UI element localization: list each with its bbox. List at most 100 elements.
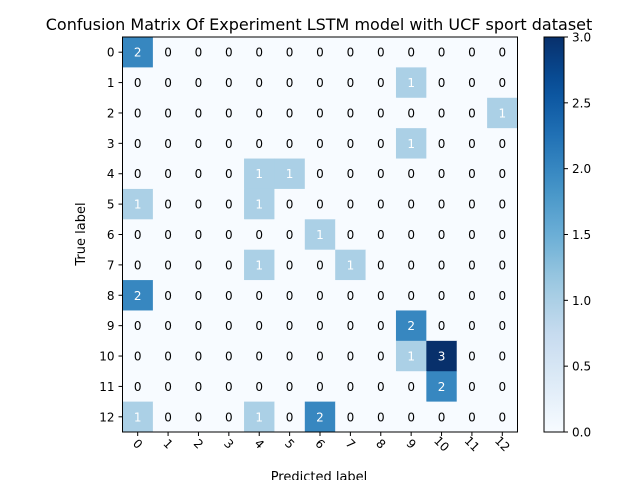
heatmap-cell [335,280,367,311]
heatmap-cell [122,371,154,403]
heatmap-cell [426,37,458,68]
cell-value-label: 0 [468,380,476,394]
cell-value-label: 0 [438,76,446,90]
cell-value-label: 0 [377,106,385,120]
cell-value-label: 0 [438,46,446,60]
cell-value-label: 0 [286,46,294,60]
y-tick-label: 0 [107,46,115,60]
cell-value-label: 0 [498,46,506,60]
cell-value-label: 1 [316,228,324,242]
cell-value-label: 0 [468,289,476,303]
cell-value-label: 0 [255,137,263,151]
cell-value-label: 0 [225,228,233,242]
heatmap-cell [274,97,306,129]
cell-value-label: 0 [316,350,324,364]
heatmap-cell [304,97,336,129]
cell-value-label: 0 [134,319,142,333]
heatmap-cell [456,371,488,403]
heatmap-cell [487,67,518,99]
heatmap-cell [274,37,306,68]
cell-value-label: 0 [377,76,385,90]
cell-value-label: 1 [255,258,263,272]
heatmap-cell [487,37,518,68]
cell-value-label: 0 [164,46,172,60]
cell-value-label: 0 [286,76,294,90]
cell-value-label: 0 [195,46,203,60]
heatmap-cell [335,219,367,251]
cell-value-label: 0 [134,167,142,181]
cell-value-label: 0 [407,198,415,212]
cell-value-label: 0 [316,76,324,90]
heatmap-cell [244,371,275,403]
heatmap-cell [213,188,245,220]
y-tick-label: 8 [107,289,115,303]
cell-value-label: 1 [407,76,415,90]
cell-value-label: 0 [195,198,203,212]
heatmap-cell [152,310,184,342]
x-tick-label: 8 [373,436,388,451]
cell-value-label: 0 [225,76,233,90]
heatmap-cell [274,158,306,190]
heatmap-cell [183,310,215,342]
x-tick-label: 9 [404,436,419,451]
heatmap-cell [152,371,184,403]
heatmap-cell [456,188,488,220]
heatmap-cell [365,280,397,311]
heatmap-cell [426,280,458,311]
cell-value-label: 0 [347,289,355,303]
heatmap-cell [395,401,427,433]
heatmap-cell [335,37,367,68]
cell-value-label: 0 [438,258,446,272]
x-tick-label: 0 [130,436,145,451]
heatmap-cell [122,401,154,433]
cell-value-label: 0 [164,319,172,333]
heatmap-cell [395,249,427,281]
heatmap-cell [122,67,154,99]
cell-value-label: 0 [316,258,324,272]
heatmap-cell [152,37,184,68]
cell-value-label: 0 [468,350,476,364]
cell-value-label: 0 [498,289,506,303]
cell-value-label: 0 [377,350,385,364]
heatmap-cell [365,37,397,68]
cell-value-label: 0 [195,258,203,272]
heatmap-cell [304,128,336,160]
cell-value-label: 0 [438,167,446,181]
colorbar-gradient [543,36,565,433]
cell-value-label: 0 [134,137,142,151]
y-tick-label: 3 [107,137,115,151]
cell-value-label: 0 [255,46,263,60]
cell-value-label: 2 [134,289,142,303]
heatmap-cell [395,37,427,68]
cell-value-label: 0 [164,106,172,120]
heatmap-cell [152,128,184,160]
cell-value-label: 0 [347,76,355,90]
heatmap-cell [274,401,306,433]
cell-value-label: 0 [498,258,506,272]
heatmap-cell [304,371,336,403]
cell-value-label: 0 [225,258,233,272]
heatmap-cell [426,401,458,433]
heatmap-cell [304,249,336,281]
cell-value-label: 0 [468,410,476,424]
x-tick-label: 6 [312,436,327,451]
cell-value-label: 0 [438,319,446,333]
heatmap-cell [152,188,184,220]
cell-value-label: 0 [134,258,142,272]
heatmap-cell [335,67,367,99]
cell-value-label: 0 [316,167,324,181]
heatmap-cell [183,188,215,220]
cell-value-label: 0 [134,350,142,364]
cell-value-label: 0 [225,350,233,364]
heatmap-cell [304,37,336,68]
heatmap-cell [152,67,184,99]
cell-value-label: 0 [347,46,355,60]
heatmap-cell [487,249,518,281]
heatmap-cell [244,128,275,160]
cell-value-label: 1 [255,167,263,181]
heatmap-cell [244,37,275,68]
cell-value-label: 0 [498,137,506,151]
cell-value-label: 0 [164,76,172,90]
heatmap-cell [395,310,427,342]
